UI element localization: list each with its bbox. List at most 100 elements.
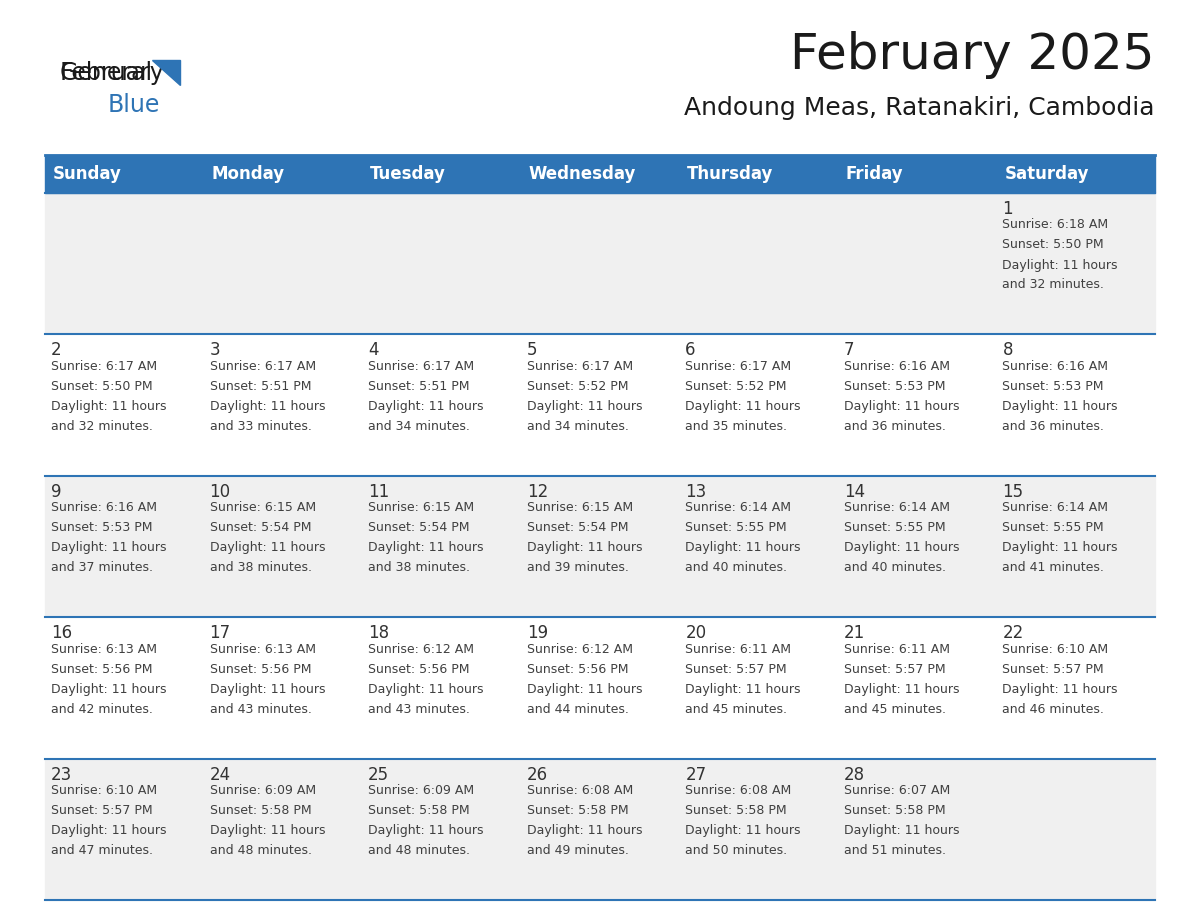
Text: Sunset: 5:52 PM: Sunset: 5:52 PM xyxy=(526,380,628,393)
Text: Daylight: 11 hours: Daylight: 11 hours xyxy=(526,400,643,413)
Text: 7: 7 xyxy=(843,341,854,360)
Text: Sunset: 5:56 PM: Sunset: 5:56 PM xyxy=(51,663,152,676)
Bar xyxy=(45,758,1155,900)
Bar xyxy=(45,193,1155,334)
Text: Friday: Friday xyxy=(846,165,904,183)
Text: 28: 28 xyxy=(843,766,865,784)
Text: Wednesday: Wednesday xyxy=(529,165,636,183)
Text: 24: 24 xyxy=(209,766,230,784)
Text: Sunrise: 6:15 AM: Sunrise: 6:15 AM xyxy=(209,501,316,514)
Text: Sunset: 5:53 PM: Sunset: 5:53 PM xyxy=(843,380,946,393)
Text: Sunrise: 6:16 AM: Sunrise: 6:16 AM xyxy=(843,360,950,373)
Text: Daylight: 11 hours: Daylight: 11 hours xyxy=(368,400,484,413)
Text: Sunrise: 6:17 AM: Sunrise: 6:17 AM xyxy=(368,360,474,373)
Text: Daylight: 11 hours: Daylight: 11 hours xyxy=(685,542,801,554)
Text: Daylight: 11 hours: Daylight: 11 hours xyxy=(209,824,326,837)
Text: 20: 20 xyxy=(685,624,707,643)
Text: Sunrise: 6:16 AM: Sunrise: 6:16 AM xyxy=(51,501,157,514)
Text: Daylight: 11 hours: Daylight: 11 hours xyxy=(51,542,166,554)
Text: and 37 minutes.: and 37 minutes. xyxy=(51,561,153,575)
Text: Sunrise: 6:14 AM: Sunrise: 6:14 AM xyxy=(843,501,950,514)
Text: Sunset: 5:54 PM: Sunset: 5:54 PM xyxy=(209,521,311,534)
Text: and 49 minutes.: and 49 minutes. xyxy=(526,844,628,857)
Text: and 48 minutes.: and 48 minutes. xyxy=(209,844,311,857)
Text: Daylight: 11 hours: Daylight: 11 hours xyxy=(1003,400,1118,413)
Text: 11: 11 xyxy=(368,483,390,501)
Text: 6: 6 xyxy=(685,341,696,360)
Text: and 36 minutes.: and 36 minutes. xyxy=(1003,420,1105,433)
Text: and 40 minutes.: and 40 minutes. xyxy=(685,561,788,575)
Text: Sunrise: 6:10 AM: Sunrise: 6:10 AM xyxy=(51,784,157,797)
Text: Daylight: 11 hours: Daylight: 11 hours xyxy=(685,824,801,837)
Text: Sunset: 5:53 PM: Sunset: 5:53 PM xyxy=(1003,380,1104,393)
Text: Daylight: 11 hours: Daylight: 11 hours xyxy=(685,683,801,696)
Text: Sunrise: 6:15 AM: Sunrise: 6:15 AM xyxy=(368,501,474,514)
Text: and 47 minutes.: and 47 minutes. xyxy=(51,844,153,857)
Text: Sunset: 5:54 PM: Sunset: 5:54 PM xyxy=(526,521,628,534)
Polygon shape xyxy=(152,60,181,85)
Text: and 46 minutes.: and 46 minutes. xyxy=(1003,702,1105,716)
Text: Sunrise: 6:11 AM: Sunrise: 6:11 AM xyxy=(685,643,791,655)
Text: Daylight: 11 hours: Daylight: 11 hours xyxy=(843,542,960,554)
Text: February 2025: February 2025 xyxy=(790,31,1155,79)
Text: Daylight: 11 hours: Daylight: 11 hours xyxy=(843,824,960,837)
Text: Andoung Meas, Ratanakiri, Cambodia: Andoung Meas, Ratanakiri, Cambodia xyxy=(684,96,1155,120)
Text: Sunset: 5:56 PM: Sunset: 5:56 PM xyxy=(209,663,311,676)
Text: Sunrise: 6:07 AM: Sunrise: 6:07 AM xyxy=(843,784,950,797)
Text: Sunset: 5:58 PM: Sunset: 5:58 PM xyxy=(526,804,628,817)
Text: Sunrise: 6:10 AM: Sunrise: 6:10 AM xyxy=(1003,643,1108,655)
Text: Monday: Monday xyxy=(211,165,285,183)
Bar xyxy=(45,476,1155,617)
Text: and 40 minutes.: and 40 minutes. xyxy=(843,561,946,575)
Text: Saturday: Saturday xyxy=(1004,165,1089,183)
Text: Daylight: 11 hours: Daylight: 11 hours xyxy=(526,542,643,554)
Text: 25: 25 xyxy=(368,766,390,784)
Text: Tuesday: Tuesday xyxy=(371,165,446,183)
Text: Sunset: 5:54 PM: Sunset: 5:54 PM xyxy=(368,521,469,534)
Text: Sunday: Sunday xyxy=(53,165,122,183)
Text: Daylight: 11 hours: Daylight: 11 hours xyxy=(209,683,326,696)
Text: Daylight: 11 hours: Daylight: 11 hours xyxy=(843,683,960,696)
Text: and 33 minutes.: and 33 minutes. xyxy=(209,420,311,433)
Text: Daylight: 11 hours: Daylight: 11 hours xyxy=(1003,259,1118,272)
Text: 18: 18 xyxy=(368,624,390,643)
Text: Sunset: 5:58 PM: Sunset: 5:58 PM xyxy=(685,804,786,817)
Text: 1: 1 xyxy=(1003,200,1013,218)
Text: Sunrise: 6:17 AM: Sunrise: 6:17 AM xyxy=(526,360,633,373)
Text: Daylight: 11 hours: Daylight: 11 hours xyxy=(209,400,326,413)
Text: Sunrise: 6:08 AM: Sunrise: 6:08 AM xyxy=(526,784,633,797)
Text: Sunset: 5:55 PM: Sunset: 5:55 PM xyxy=(1003,521,1104,534)
Text: Sunset: 5:57 PM: Sunset: 5:57 PM xyxy=(685,663,786,676)
Text: 19: 19 xyxy=(526,624,548,643)
Text: Daylight: 11 hours: Daylight: 11 hours xyxy=(51,824,166,837)
Text: Daylight: 11 hours: Daylight: 11 hours xyxy=(685,400,801,413)
Text: Daylight: 11 hours: Daylight: 11 hours xyxy=(51,400,166,413)
Bar xyxy=(45,155,1155,193)
Text: and 38 minutes.: and 38 minutes. xyxy=(368,561,470,575)
Text: Sunrise: 6:08 AM: Sunrise: 6:08 AM xyxy=(685,784,791,797)
Text: Sunrise: 6:09 AM: Sunrise: 6:09 AM xyxy=(368,784,474,797)
Text: Daylight: 11 hours: Daylight: 11 hours xyxy=(526,824,643,837)
Text: Sunset: 5:57 PM: Sunset: 5:57 PM xyxy=(1003,663,1104,676)
Text: and 44 minutes.: and 44 minutes. xyxy=(526,702,628,716)
Text: 12: 12 xyxy=(526,483,548,501)
Text: Sunrise: 6:13 AM: Sunrise: 6:13 AM xyxy=(209,643,316,655)
Text: 9: 9 xyxy=(51,483,62,501)
Text: Sunset: 5:57 PM: Sunset: 5:57 PM xyxy=(51,804,152,817)
Text: and 36 minutes.: and 36 minutes. xyxy=(843,420,946,433)
Text: and 34 minutes.: and 34 minutes. xyxy=(526,420,628,433)
Text: General: General xyxy=(61,61,153,85)
Text: Sunrise: 6:12 AM: Sunrise: 6:12 AM xyxy=(526,643,633,655)
Text: 27: 27 xyxy=(685,766,707,784)
Text: and 35 minutes.: and 35 minutes. xyxy=(685,420,788,433)
Text: Sunset: 5:50 PM: Sunset: 5:50 PM xyxy=(51,380,152,393)
Text: 15: 15 xyxy=(1003,483,1024,501)
Text: 13: 13 xyxy=(685,483,707,501)
Text: and 43 minutes.: and 43 minutes. xyxy=(209,702,311,716)
Text: Sunset: 5:56 PM: Sunset: 5:56 PM xyxy=(368,663,469,676)
Text: Daylight: 11 hours: Daylight: 11 hours xyxy=(1003,542,1118,554)
Text: Daylight: 11 hours: Daylight: 11 hours xyxy=(526,683,643,696)
Text: Sunset: 5:52 PM: Sunset: 5:52 PM xyxy=(685,380,786,393)
Text: Daylight: 11 hours: Daylight: 11 hours xyxy=(843,400,960,413)
Text: Sunrise: 6:09 AM: Sunrise: 6:09 AM xyxy=(209,784,316,797)
